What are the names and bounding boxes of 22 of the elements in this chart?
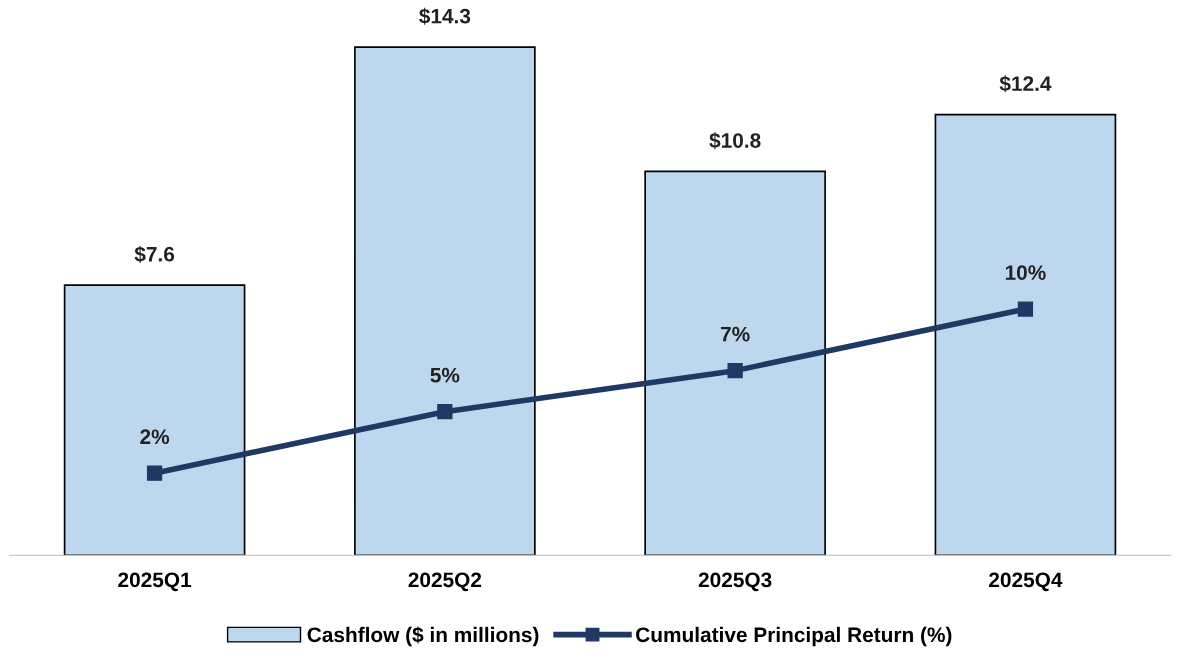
legend-label: Cashflow ($ in millions) — [307, 626, 539, 647]
bar — [934, 113, 1117, 556]
data-label: $10.8 — [709, 132, 761, 150]
legend-label: Cumulative Principal Return (%) — [636, 626, 952, 647]
bar — [644, 170, 826, 556]
point — [1017, 301, 1034, 317]
data-label: $12.4 — [999, 75, 1052, 93]
data-label: $7.6 — [134, 245, 175, 263]
data-label: 7% — [720, 326, 750, 342]
point — [146, 465, 163, 481]
point — [437, 404, 453, 420]
point — [727, 362, 743, 379]
x-tick-label: 2025Q2 — [408, 572, 482, 592]
data-label: 2% — [140, 429, 170, 445]
data-label: 10% — [1005, 265, 1046, 280]
x-tick-label: 2025Q4 — [989, 572, 1063, 592]
bar — [354, 46, 536, 556]
data-label: 5% — [430, 367, 460, 383]
data-label: $14.3 — [419, 7, 471, 25]
x-tick-label: 2025Q1 — [118, 572, 192, 592]
x-tick-label: 2025Q3 — [698, 572, 772, 592]
bar — [63, 284, 246, 556]
